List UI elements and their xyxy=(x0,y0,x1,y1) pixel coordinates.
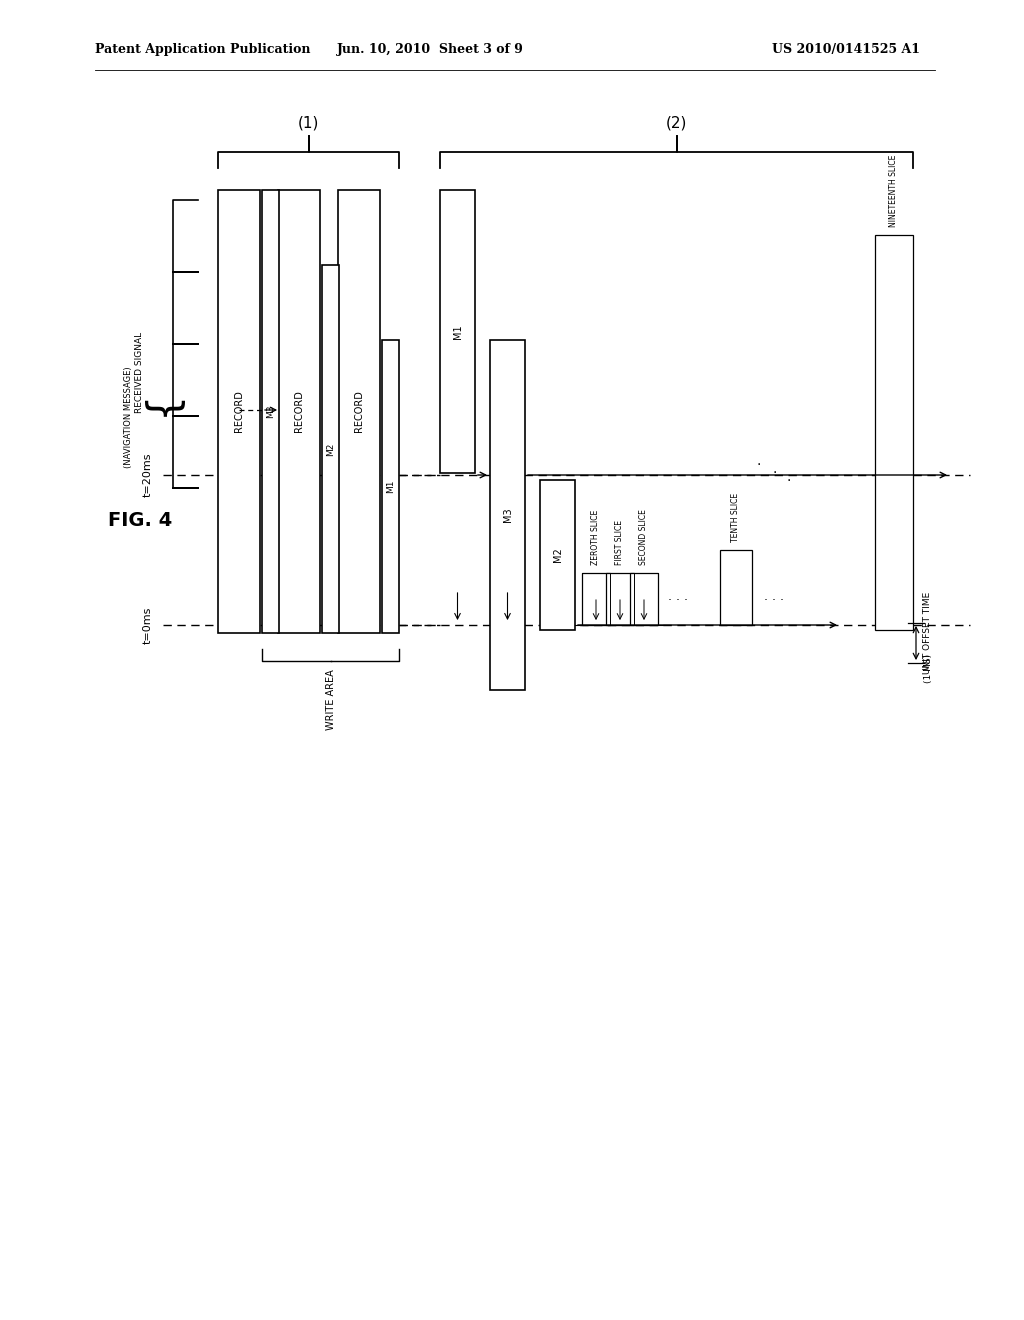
Text: RECEIVED SIGNAL: RECEIVED SIGNAL xyxy=(135,331,144,413)
Bar xyxy=(582,573,610,624)
Text: t=20ms: t=20ms xyxy=(143,453,153,498)
Text: TENTH SLICE: TENTH SLICE xyxy=(731,492,740,543)
Text: Patent Application Publication: Patent Application Publication xyxy=(95,44,310,57)
Text: (NAVIGATION MESSAGE): (NAVIGATION MESSAGE) xyxy=(124,367,132,469)
Bar xyxy=(440,190,475,473)
Bar xyxy=(262,190,279,634)
Bar xyxy=(490,341,525,690)
Text: M1: M1 xyxy=(386,479,395,494)
Bar xyxy=(382,341,399,634)
Text: · · ·: · · · xyxy=(764,594,784,606)
Bar xyxy=(606,573,634,624)
Bar xyxy=(278,190,319,634)
Text: (1 MS): (1 MS) xyxy=(924,653,933,682)
Text: M2: M2 xyxy=(553,548,562,562)
Bar xyxy=(720,550,752,624)
Bar xyxy=(218,190,260,634)
Text: M3: M3 xyxy=(503,508,512,523)
Bar xyxy=(338,190,380,634)
Text: UNIT OFFSET TIME: UNIT OFFSET TIME xyxy=(924,591,933,675)
Bar xyxy=(540,480,575,630)
Text: (1): (1) xyxy=(298,115,319,129)
Text: ·: · xyxy=(757,458,762,473)
Text: RECORD: RECORD xyxy=(354,391,364,433)
Text: US 2010/0141525 A1: US 2010/0141525 A1 xyxy=(772,44,920,57)
Text: RECORD: RECORD xyxy=(234,391,244,433)
Text: RECORD: RECORD xyxy=(294,391,304,433)
Text: M3: M3 xyxy=(266,405,275,418)
Text: M2: M2 xyxy=(326,442,335,455)
Text: t=0ms: t=0ms xyxy=(143,606,153,644)
Text: NINETEENTH SLICE: NINETEENTH SLICE xyxy=(890,154,898,227)
Text: WRITE AREA: WRITE AREA xyxy=(326,669,336,730)
Text: ZEROTH SLICE: ZEROTH SLICE xyxy=(592,510,600,565)
Text: M1: M1 xyxy=(453,325,463,339)
Text: ·: · xyxy=(787,474,792,488)
Text: · · ·: · · · xyxy=(668,594,688,606)
Bar xyxy=(874,235,913,630)
Text: ·: · xyxy=(772,466,776,480)
Text: SECOND SLICE: SECOND SLICE xyxy=(640,510,648,565)
Bar xyxy=(630,573,658,624)
Text: FIG. 4: FIG. 4 xyxy=(108,511,172,529)
Text: (2): (2) xyxy=(666,115,687,129)
Bar xyxy=(322,265,339,634)
Text: {: { xyxy=(141,389,183,416)
Text: Jun. 10, 2010  Sheet 3 of 9: Jun. 10, 2010 Sheet 3 of 9 xyxy=(337,44,523,57)
Text: FIRST SLICE: FIRST SLICE xyxy=(615,520,625,565)
